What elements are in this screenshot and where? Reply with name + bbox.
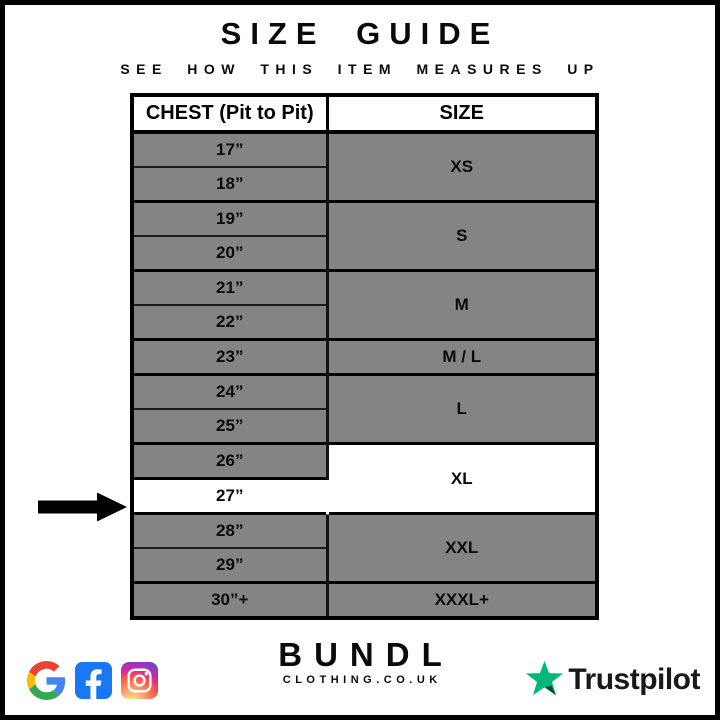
size-cell: XXXL+: [327, 581, 597, 618]
chest-cell: 25”: [132, 408, 329, 444]
trustpilot-logo: Trustpilot: [525, 660, 700, 699]
chest-cell: 21”: [132, 269, 329, 305]
table-row: 30”+ XXXL+: [132, 581, 597, 618]
table-row: 22”: [132, 304, 597, 340]
chest-cell: 30”+: [132, 581, 329, 618]
row-pointer-arrow-icon: [38, 492, 127, 522]
table-row: 21” M: [132, 269, 597, 340]
table-row: 29”: [132, 547, 597, 583]
size-cell: M / L: [327, 338, 597, 375]
size-cell: L: [327, 373, 597, 444]
page-subtitle: SEE HOW THIS ITEM MEASURES UP: [120, 61, 600, 77]
instagram-icon: [121, 662, 158, 699]
table-row: 19” S: [132, 200, 597, 271]
trustpilot-label: Trustpilot: [568, 662, 700, 696]
chest-cell: 19”: [132, 200, 329, 236]
chest-cell: 28”: [132, 512, 329, 548]
brand-logo: BUNDL CLOTHING.CO.UK: [5, 638, 715, 686]
chest-cell: 24”: [132, 373, 329, 409]
google-icon: [27, 661, 66, 700]
chest-cell: 20”: [132, 235, 329, 271]
chest-cell: 18”: [132, 166, 329, 202]
size-cell: XS: [327, 132, 597, 202]
column-header-size: SIZE: [325, 95, 597, 134]
chest-cell: 22”: [132, 304, 329, 340]
brand-name: BUNDL: [278, 636, 454, 673]
table-row: 17” XS: [132, 132, 597, 202]
chest-cell: 29”: [132, 547, 329, 583]
size-cell: M: [327, 269, 597, 340]
trustpilot-star-icon: [526, 660, 564, 696]
table-row: 23” M / L: [132, 338, 597, 375]
footer-social-icons: [27, 661, 158, 700]
chest-cell: 17”: [132, 132, 329, 167]
brand-domain: CLOTHING.CO.UK: [282, 674, 442, 686]
table-row: 20”: [132, 235, 597, 271]
chest-cell: 23”: [132, 338, 329, 375]
chest-cell: 26”: [132, 442, 329, 479]
size-guide-table: CHEST (Pit to Pit) SIZE 17” XS 18” 19” S…: [130, 93, 599, 620]
table-row-highlighted: 27”: [132, 477, 597, 514]
size-cell-highlighted: XL: [327, 442, 597, 514]
table-row: 18”: [132, 166, 597, 202]
table-row: 24” L: [132, 373, 597, 444]
size-cell: S: [327, 200, 597, 271]
page-title: SIZE GUIDE: [220, 16, 500, 51]
table-row: 25”: [132, 408, 597, 444]
size-cell: XXL: [327, 512, 597, 583]
table-header-row: CHEST (Pit to Pit) SIZE: [132, 95, 597, 134]
chest-cell-highlighted: 27”: [132, 477, 327, 514]
facebook-icon: [75, 662, 112, 699]
table-row: 28” XXL: [132, 512, 597, 583]
table-row: 26” XL: [132, 442, 597, 514]
column-header-chest: CHEST (Pit to Pit): [132, 95, 327, 134]
